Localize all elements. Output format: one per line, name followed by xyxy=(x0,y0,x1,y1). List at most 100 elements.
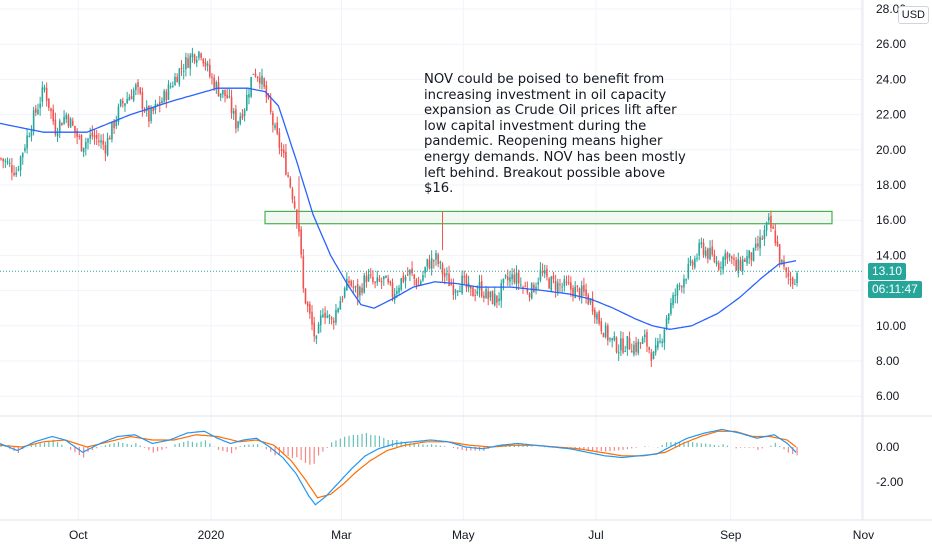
candle-body xyxy=(624,351,627,353)
macd-histogram-bar xyxy=(700,443,702,447)
candle-body xyxy=(770,215,772,228)
candle-body xyxy=(593,309,596,318)
candle-body xyxy=(122,100,124,104)
candle-body xyxy=(498,298,500,302)
macd-histogram-bar xyxy=(61,444,63,447)
candle-body xyxy=(287,174,289,177)
macd-histogram-bar xyxy=(331,442,333,447)
macd-histogram-bar xyxy=(461,447,463,450)
candle-body xyxy=(794,283,796,285)
macd-histogram-bar xyxy=(365,433,367,447)
macd-histogram-bar xyxy=(744,447,746,448)
candle-body xyxy=(63,116,65,124)
candle-body xyxy=(485,288,487,299)
macd-histogram-bar xyxy=(770,445,772,447)
candle-body xyxy=(215,82,218,89)
candle-body xyxy=(367,274,370,281)
macd-histogram-bar xyxy=(439,445,441,447)
candle-body xyxy=(130,96,133,100)
candle-body xyxy=(6,161,9,163)
candle-body xyxy=(180,67,183,70)
macd-histogram-bar xyxy=(300,447,302,461)
time-tick-label: Mar xyxy=(331,528,352,542)
candle-body xyxy=(722,257,724,270)
currency-badge[interactable]: USD xyxy=(897,6,929,24)
candle-body xyxy=(637,341,640,353)
candle-body xyxy=(733,257,735,260)
candle-body xyxy=(533,284,535,293)
candle-body xyxy=(315,335,318,339)
candle-body xyxy=(659,340,661,342)
annotation-text: NOV could be poised to benefit from incr… xyxy=(424,72,686,197)
candle-body xyxy=(433,260,435,262)
candle-body xyxy=(622,338,624,353)
macd-histogram-bar xyxy=(739,447,742,448)
candle-body xyxy=(222,89,224,95)
candle-body xyxy=(598,311,600,324)
candle-body xyxy=(459,290,461,293)
price-tick-label: 10.00 xyxy=(876,319,906,333)
macd-histogram-bar xyxy=(631,447,633,449)
macd-histogram-bar xyxy=(313,447,315,464)
candle-body xyxy=(641,338,644,344)
candle-body xyxy=(402,275,405,282)
candle-body xyxy=(657,341,659,348)
candle-body xyxy=(715,261,718,264)
candle-body xyxy=(380,281,383,283)
candle-body xyxy=(374,281,376,283)
candle-body xyxy=(252,73,255,75)
price-tick-label: 18.00 xyxy=(876,178,906,192)
candle-body xyxy=(124,103,126,107)
price-tick-label: 22.00 xyxy=(876,108,906,122)
macd-histogram-bar xyxy=(139,445,141,447)
candle-body xyxy=(119,99,122,106)
candle-body xyxy=(513,274,516,283)
candle-body xyxy=(652,351,655,360)
candle-body xyxy=(550,276,553,291)
candle-body xyxy=(378,278,381,281)
macd-histogram-bar xyxy=(178,443,180,447)
candle-body xyxy=(317,324,320,334)
candle-body xyxy=(404,276,407,281)
candle-body xyxy=(543,270,546,274)
candle-body xyxy=(400,278,402,290)
macd-line xyxy=(0,428,797,506)
candle-body xyxy=(172,85,174,87)
candle-body xyxy=(419,281,422,285)
candle-body xyxy=(691,261,694,266)
candle-body xyxy=(167,84,170,100)
candle-body xyxy=(185,57,187,70)
candle-body xyxy=(372,276,374,283)
candle-body xyxy=(232,110,235,114)
candle-body xyxy=(609,338,611,340)
price-tick-label: 20.00 xyxy=(876,143,906,157)
candle-body xyxy=(506,276,509,281)
macd-histogram-bar xyxy=(248,444,250,447)
candle-body xyxy=(774,230,777,244)
candle-body xyxy=(132,90,135,101)
macd-histogram-bar xyxy=(283,447,285,454)
macd-histogram-bar xyxy=(670,442,672,447)
candle-body xyxy=(781,259,783,263)
candle-body xyxy=(189,55,192,69)
time-tick-label: Jul xyxy=(588,528,603,542)
candle-body xyxy=(326,315,329,318)
macd-histogram-bar xyxy=(304,447,307,463)
candle-body xyxy=(224,89,226,97)
candle-body xyxy=(15,172,18,175)
candle-body xyxy=(219,93,222,98)
candle-body xyxy=(237,121,239,128)
candle-body xyxy=(165,91,168,101)
macd-histogram-bar xyxy=(400,441,402,447)
candle-body xyxy=(667,313,670,320)
candle-body xyxy=(126,98,128,104)
macd-histogram-bar xyxy=(583,447,585,451)
candle-body xyxy=(309,304,311,314)
candle-body xyxy=(148,106,150,122)
macd-histogram-bar xyxy=(230,447,233,454)
candle-body xyxy=(32,110,35,132)
candle-body xyxy=(108,137,111,140)
candle-body xyxy=(587,295,590,305)
candle-body xyxy=(161,100,163,104)
